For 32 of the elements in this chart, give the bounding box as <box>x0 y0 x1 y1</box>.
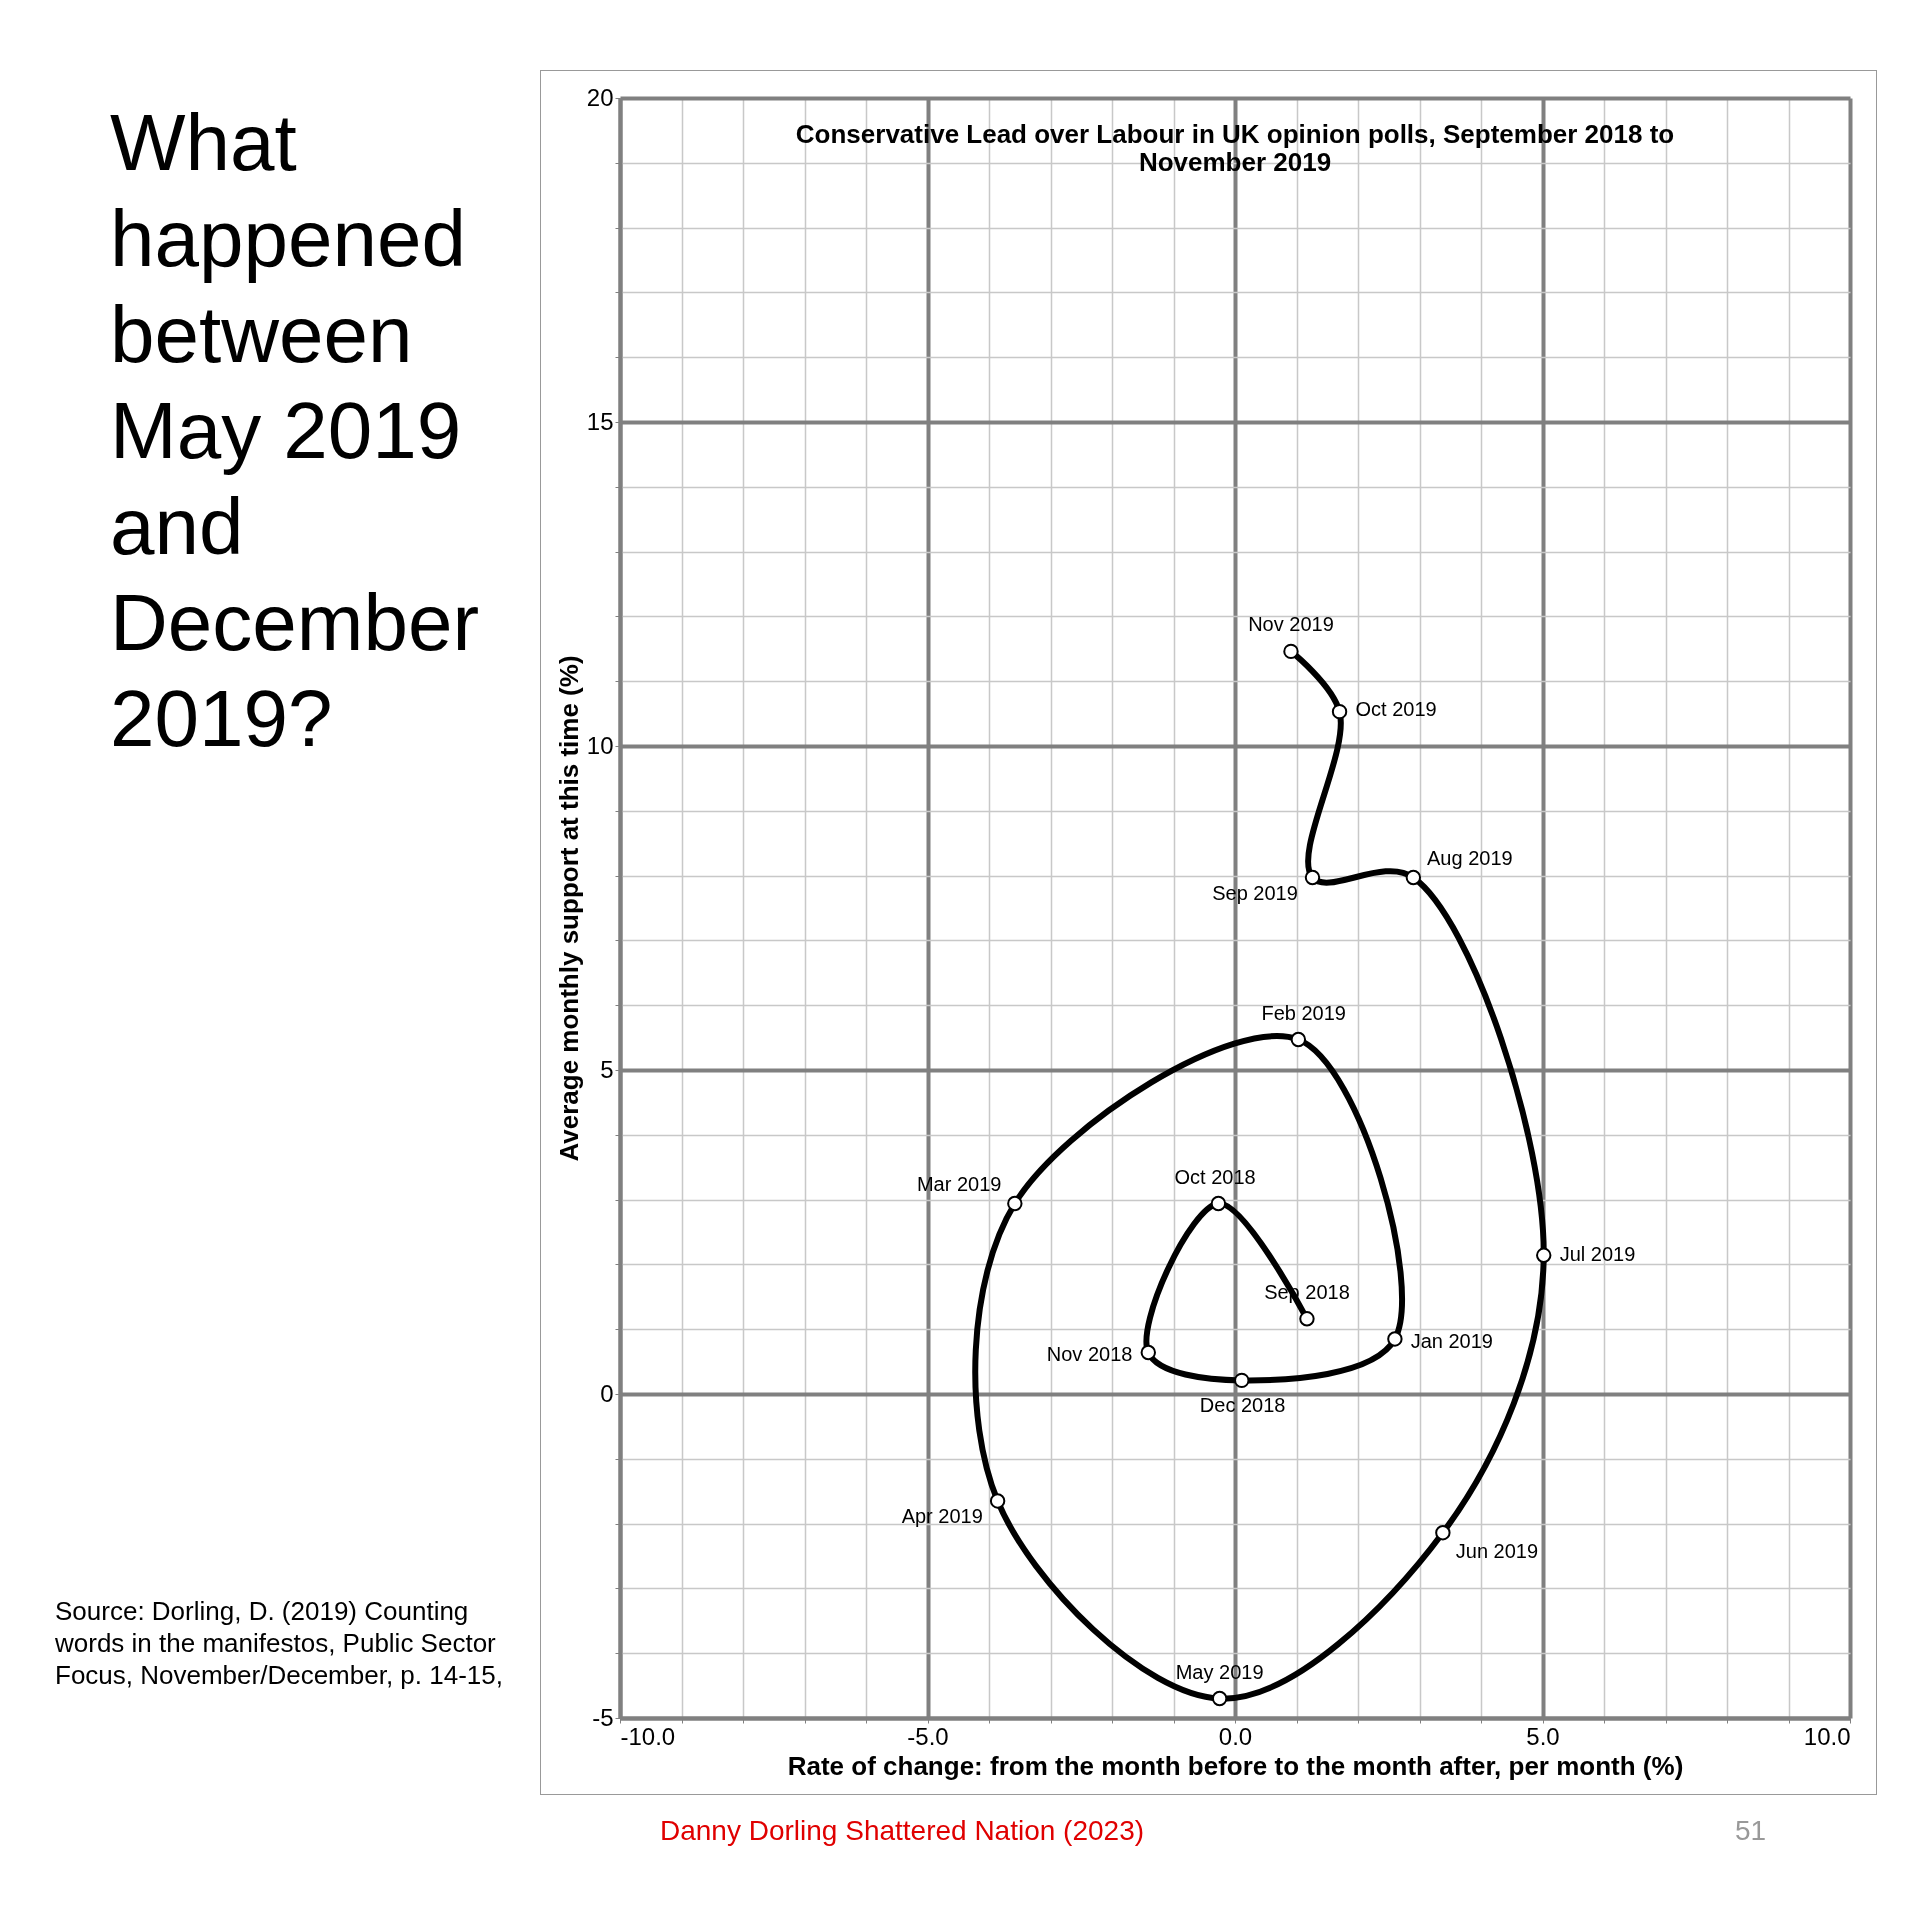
y-axis-title: Average monthly support at this time (%) <box>553 655 584 1162</box>
y-tick-label: 20 <box>586 83 614 111</box>
x-tick-label: 10.0 <box>1803 1722 1851 1750</box>
text: Conservative Lead over Labour in UK opinion polls, September 2018 to November 2019 <box>795 119 1675 177</box>
annotation: Mar 2019 <box>916 1172 1002 1195</box>
annotation: Jul 2019 <box>1559 1242 1636 1265</box>
annotation: Jan 2019 <box>1410 1329 1493 1352</box>
annotation: Feb 2019 <box>1261 1002 1346 1025</box>
x-tick-label: 5.0 <box>1526 1722 1560 1750</box>
y-tick-label: -5 <box>592 1703 614 1731</box>
x-axis-title: Rate of change: from the month before to the month after, per month (%) <box>787 1750 1684 1781</box>
y-tick-label: 5 <box>600 1055 614 1083</box>
annotation: Oct 2018 <box>1174 1165 1256 1188</box>
annotation: Apr 2019 <box>901 1505 983 1528</box>
annotation: Aug 2019 <box>1427 847 1513 870</box>
y-tick-label: 0 <box>600 1379 614 1407</box>
x-tick-label: -5.0 <box>907 1722 949 1750</box>
annotation: Nov 2019 <box>1248 613 1334 636</box>
x-tick-label: 0.0 <box>1218 1722 1253 1750</box>
text: 51 <box>1735 1815 1767 1847</box>
annotation: Dec 2018 <box>1199 1394 1286 1417</box>
y-tick-label: 15 <box>586 407 614 435</box>
y-tick-label: 10 <box>586 731 614 759</box>
text: What happened between May 2019 and December 2019? <box>110 97 481 765</box>
annotation: Nov 2018 <box>1046 1342 1133 1365</box>
annotation: Jun 2019 <box>1455 1540 1539 1563</box>
annotation: Sep 2019 <box>1212 882 1298 905</box>
text: Danny Dorling Shattered Nation (2023) <box>660 1815 1145 1847</box>
x-tick-label: -10.0 <box>620 1722 676 1750</box>
source-note: Source: Dorling, D. (2019) Counting words in the manifestos, Public Sector Focus, November/December, p. 14-15, <box>55 1595 504 1691</box>
annotation: Oct 2019 <box>1355 698 1437 721</box>
annotation: May 2019 <box>1175 1660 1264 1683</box>
